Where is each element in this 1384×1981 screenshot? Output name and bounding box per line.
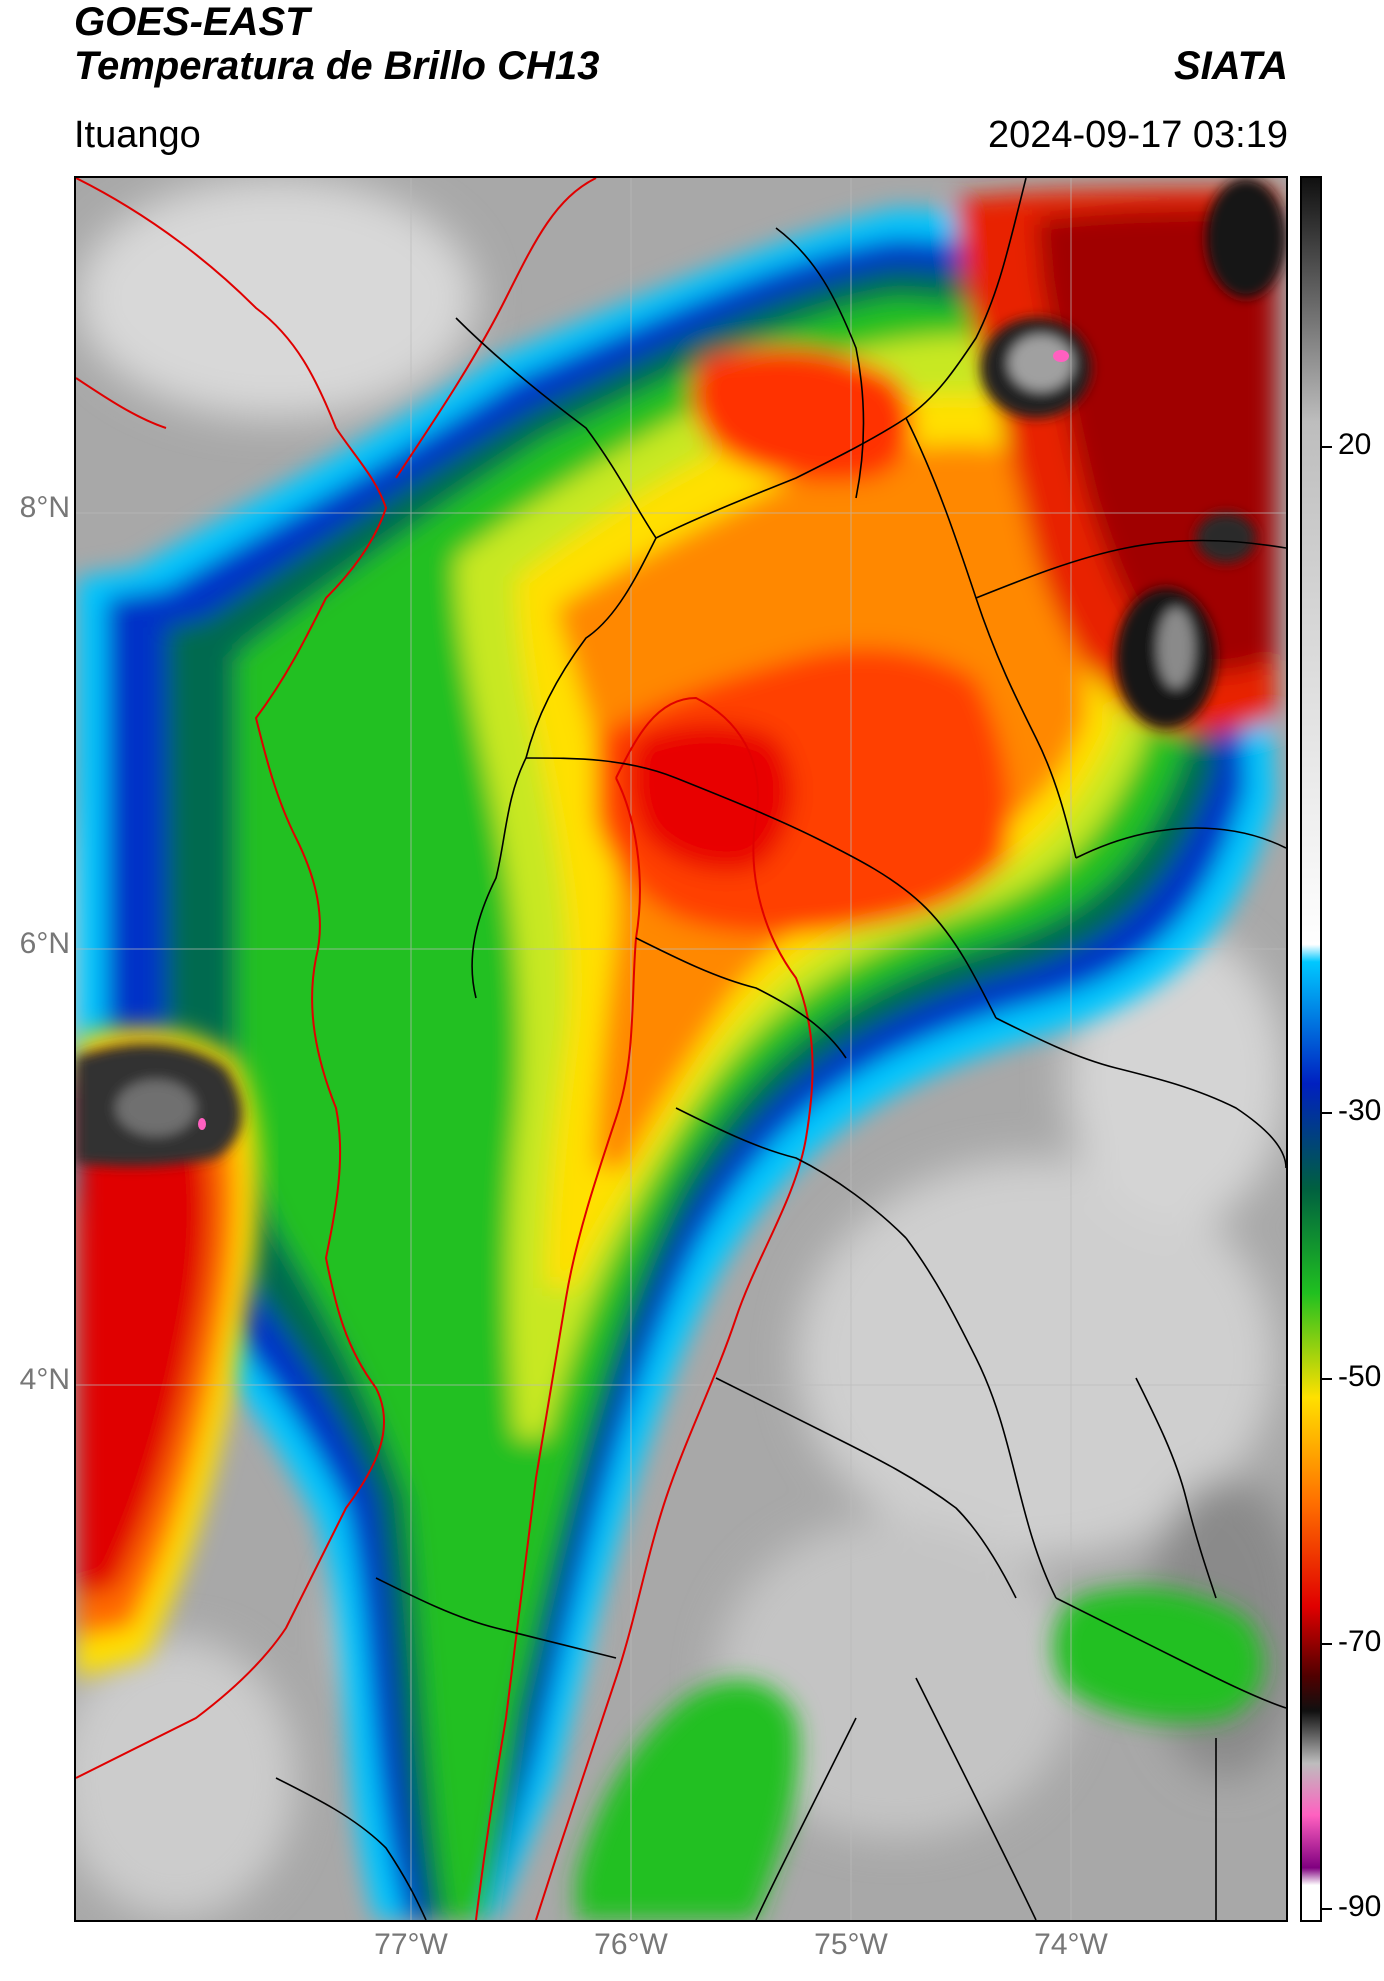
colorbar-label-minus-90: -90	[1338, 1890, 1382, 1923]
longitude-label-77w: 77°W	[374, 1928, 448, 1961]
satellite-title: GOES-EAST	[74, 0, 310, 44]
brightness-temperature-field	[76, 178, 1286, 1920]
latitude-label-4n: 4°N	[19, 1363, 70, 1396]
organization-label: SIATA	[1173, 44, 1288, 88]
colorbar-label-minus-30: -30	[1338, 1094, 1382, 1127]
colorbar-tick	[1322, 1643, 1332, 1645]
colorbar-tick	[1322, 1908, 1332, 1910]
timestamp-label: 2024-09-17 03:19	[987, 114, 1288, 156]
colorbar-label-20: 20	[1338, 428, 1372, 461]
latitude-label-6n: 6°N	[19, 927, 70, 960]
country-border	[76, 178, 814, 1920]
colorbar-tick	[1322, 446, 1332, 448]
location-label: Ituango	[74, 114, 201, 156]
longitude-label-76w: 76°W	[594, 1928, 668, 1961]
latitude-label-8n: 8°N	[19, 491, 70, 524]
colorbar-label-minus-50: -50	[1338, 1360, 1382, 1393]
satellite-map[interactable]	[74, 176, 1288, 1922]
longitude-label-74w: 74°W	[1034, 1928, 1108, 1961]
longitude-label-75w: 75°W	[814, 1928, 888, 1961]
colorbar-tick	[1322, 1112, 1332, 1114]
colorbar-tick	[1322, 1378, 1332, 1380]
temperature-colorbar	[1300, 176, 1322, 1922]
product-title: Temperatura de Brillo CH13	[74, 44, 600, 88]
colorbar-label-minus-70: -70	[1338, 1625, 1382, 1658]
department-borders	[275, 178, 1286, 1920]
